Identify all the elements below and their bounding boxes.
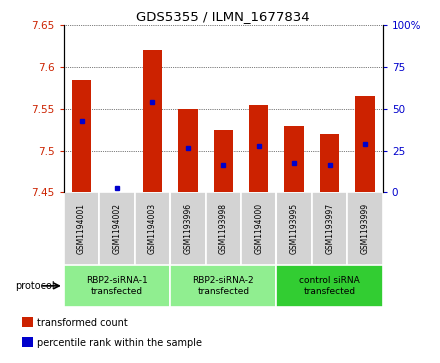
Text: percentile rank within the sample: percentile rank within the sample [37,338,202,348]
Text: control siRNA
transfected: control siRNA transfected [299,276,360,296]
Text: GSM1193999: GSM1193999 [360,203,370,254]
Text: RBP2-siRNA-2
transfected: RBP2-siRNA-2 transfected [192,276,254,296]
Bar [135,192,170,265]
Text: GSM1194002: GSM1194002 [113,203,121,254]
Bar [320,134,339,192]
Text: GSM1194000: GSM1194000 [254,203,263,254]
Bar [170,192,205,265]
Bar [213,130,233,192]
Bar [99,192,135,265]
Text: GSM1193995: GSM1193995 [290,203,299,254]
Bar [64,265,170,307]
Text: GSM1193996: GSM1193996 [183,203,192,254]
Bar [312,192,347,265]
Bar [22,317,33,327]
Bar [143,50,162,192]
Bar [241,192,276,265]
Bar [22,337,33,347]
Text: GSM1193998: GSM1193998 [219,203,228,254]
Title: GDS5355 / ILMN_1677834: GDS5355 / ILMN_1677834 [136,10,310,23]
Text: transformed count: transformed count [37,318,128,328]
Bar [356,97,375,192]
Bar [72,80,91,192]
Bar [276,265,383,307]
Bar [284,126,304,192]
Text: GSM1194001: GSM1194001 [77,203,86,254]
Bar [170,265,276,307]
Bar [249,105,268,192]
Text: GSM1193997: GSM1193997 [325,203,334,254]
Bar [178,109,198,192]
Bar [205,192,241,265]
Text: protocol: protocol [15,281,55,291]
Text: GSM1194003: GSM1194003 [148,203,157,254]
Bar [64,192,99,265]
Bar [276,192,312,265]
Bar [347,192,383,265]
Text: RBP2-siRNA-1
transfected: RBP2-siRNA-1 transfected [86,276,148,296]
